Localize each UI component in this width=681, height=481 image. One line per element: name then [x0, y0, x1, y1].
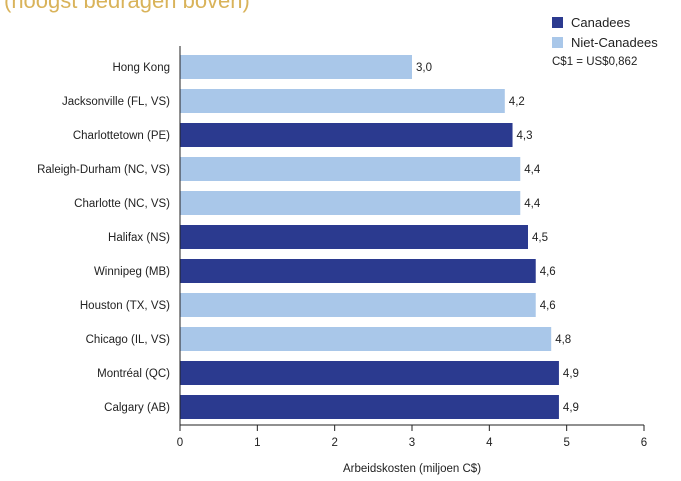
bar — [180, 89, 505, 113]
legend-swatch-canadian — [552, 16, 563, 28]
bar — [180, 395, 559, 419]
data-label: 4,6 — [540, 266, 556, 278]
category-label: Hong Kong — [112, 62, 170, 74]
x-tick-label: 3 — [409, 437, 415, 449]
data-label: 4,9 — [563, 402, 579, 414]
data-label: 4,4 — [524, 164, 541, 176]
data-label: 4,6 — [540, 300, 556, 312]
data-label: 4,8 — [555, 334, 571, 346]
bar — [180, 225, 528, 249]
x-axis-title: Arbeidskosten (miljoen C$) — [343, 463, 481, 475]
category-label: Jacksonville (FL, VS) — [62, 96, 170, 108]
data-label: 4,4 — [524, 198, 541, 210]
x-tick-label: 1 — [254, 437, 260, 449]
bar — [180, 191, 521, 215]
data-label: 4,2 — [509, 96, 525, 108]
legend-swatch-non-canadian — [552, 36, 563, 48]
bar — [180, 55, 412, 79]
x-tick-label: 6 — [641, 437, 647, 449]
category-label: Charlottetown (PE) — [73, 130, 170, 142]
category-label: Houston (TX, VS) — [80, 300, 170, 312]
category-label: Calgary (AB) — [104, 402, 170, 414]
category-label: Halifax (NS) — [108, 232, 170, 244]
x-tick-label: 4 — [486, 437, 493, 449]
data-label: 3,0 — [416, 62, 432, 74]
legend: Canadees Niet-Canadees C$1 = US$0,862 — [552, 12, 658, 68]
exchange-rate-note: C$1 = US$0,862 — [552, 56, 638, 68]
category-label: Montréal (QC) — [97, 368, 170, 380]
bar — [180, 361, 559, 385]
legend-item-non-canadian: Niet-Canadees — [552, 32, 658, 52]
data-label: 4,5 — [532, 232, 548, 244]
category-label: Raleigh-Durham (NC, VS) — [37, 164, 170, 176]
bar — [180, 259, 536, 283]
category-label: Chicago (IL, VS) — [86, 334, 171, 346]
category-label: Winnipeg (MB) — [94, 266, 170, 278]
bar — [180, 123, 513, 147]
legend-label-non-canadian: Niet-Canadees — [571, 34, 658, 50]
data-label: 4,9 — [563, 368, 579, 380]
chart-title: (hoogst bedragen boven) — [4, 0, 250, 13]
bar — [180, 293, 536, 317]
x-tick-label: 2 — [331, 437, 337, 449]
legend-item-canadian: Canadees — [552, 12, 658, 32]
legend-label-canadian: Canadees — [571, 14, 631, 30]
data-label: 4,3 — [517, 130, 533, 142]
bar — [180, 327, 552, 351]
category-label: Charlotte (NC, VS) — [74, 198, 170, 210]
bar — [180, 157, 521, 181]
x-tick-label: 5 — [563, 437, 569, 449]
x-tick-label: 0 — [177, 437, 183, 449]
